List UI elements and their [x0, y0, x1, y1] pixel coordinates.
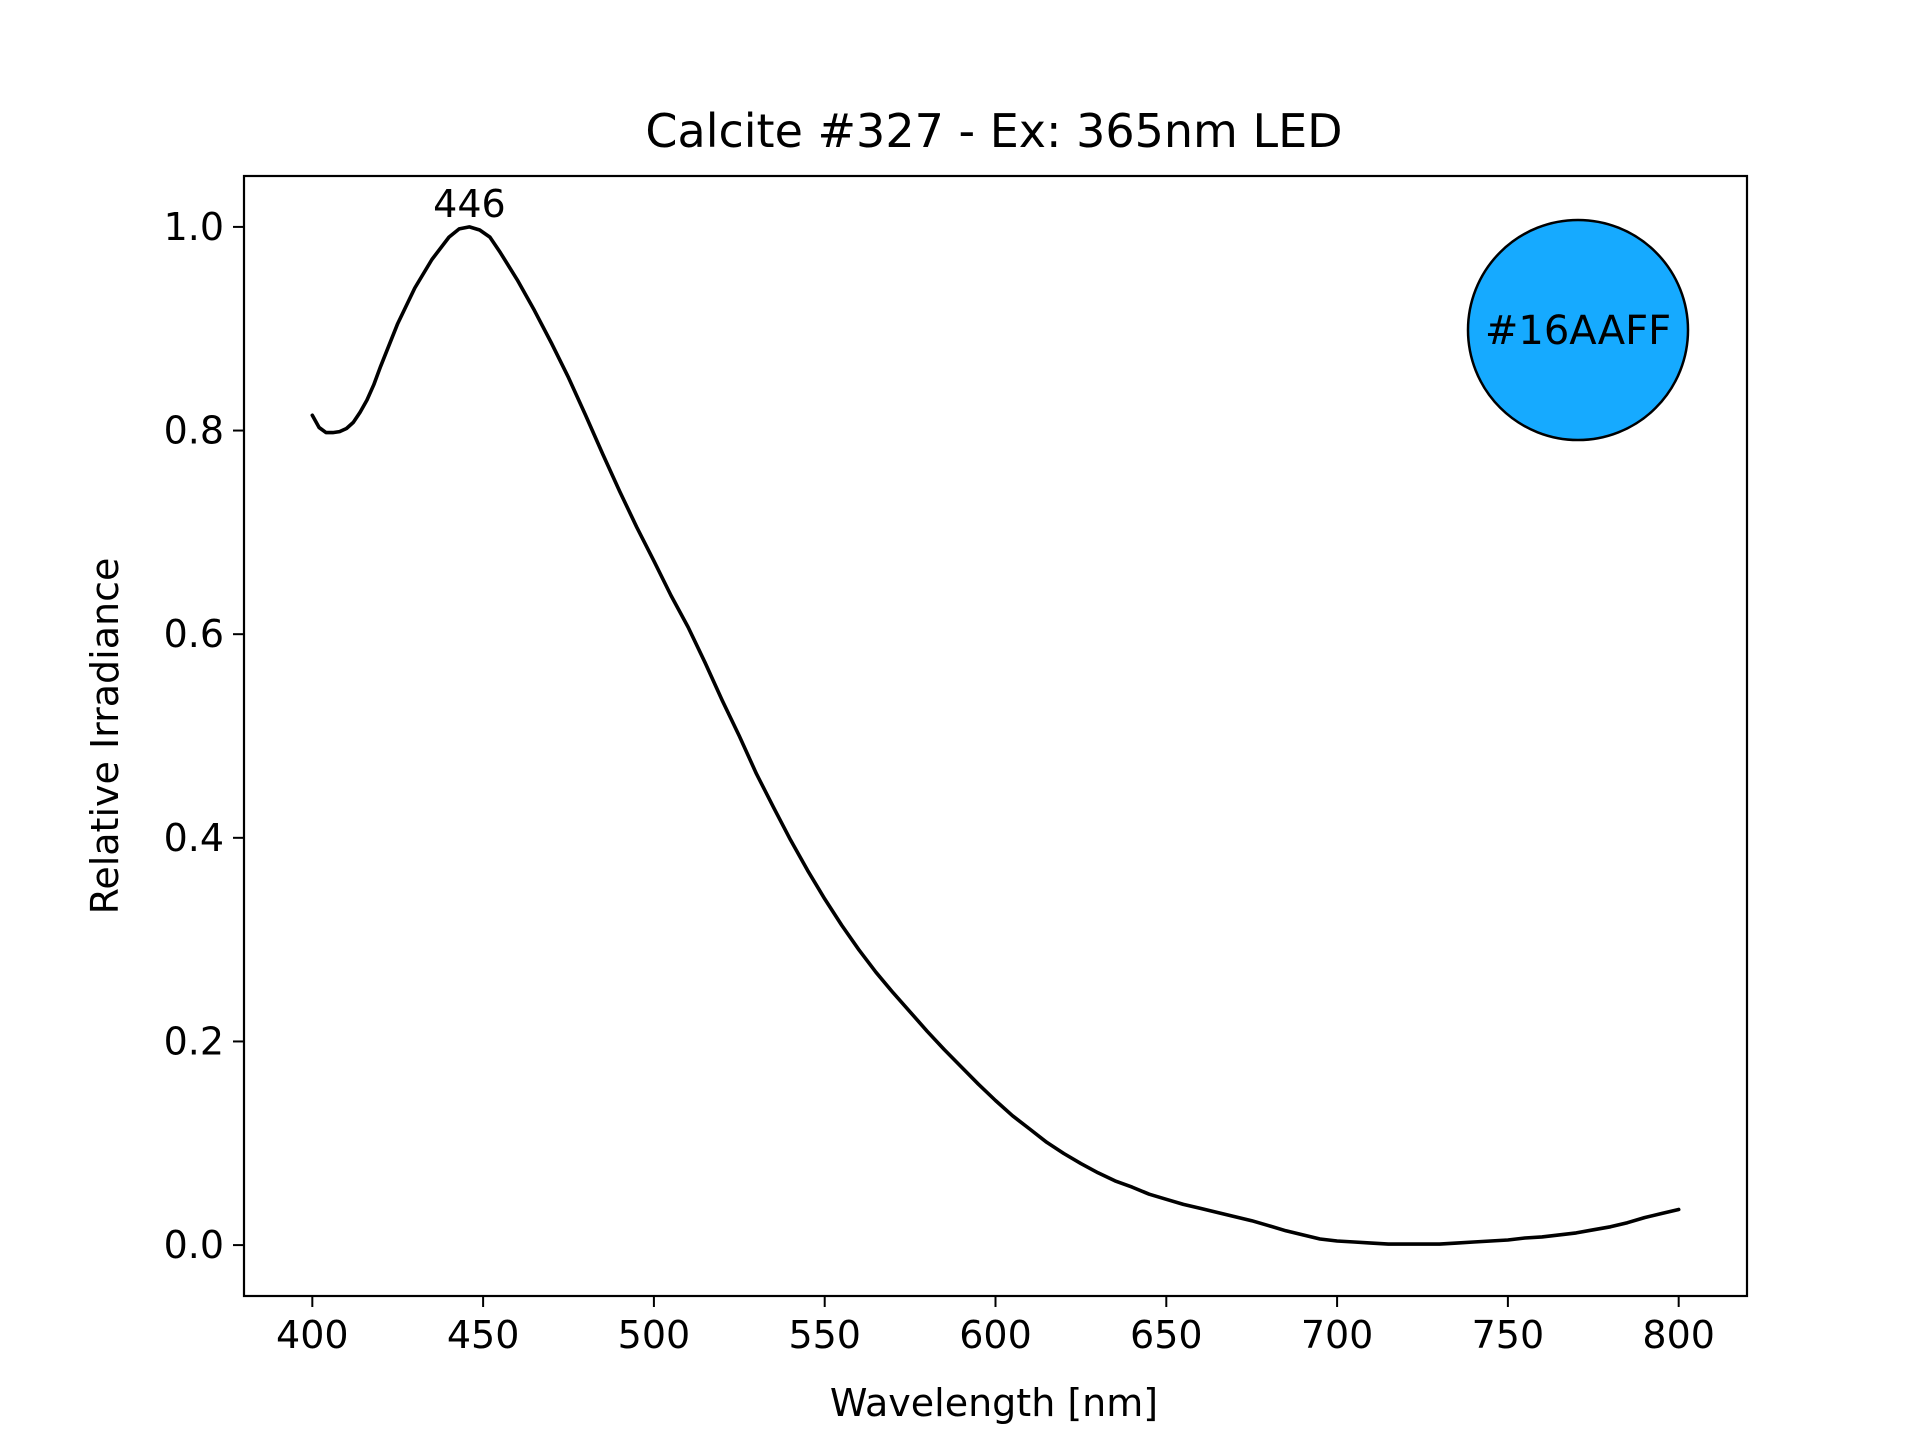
y-tick-label: 1.0 [164, 205, 224, 249]
x-tick-label: 650 [1130, 1313, 1203, 1357]
y-axis-label: Relative Irradiance [83, 558, 127, 915]
x-tick-label: 500 [618, 1313, 691, 1357]
color-swatch-circle [1466, 218, 1690, 442]
chart-title: Calcite #327 - Ex: 365nm LED [645, 104, 1342, 158]
y-axis-ticks: 0.0 0.2 0.4 0.6 0.8 1.0 [164, 205, 244, 1267]
x-tick-label: 400 [276, 1313, 349, 1357]
color-swatch-label: #16AAFF [1485, 308, 1671, 354]
x-tick-label: 700 [1301, 1313, 1374, 1357]
x-axis-ticks: 400 450 500 550 600 650 700 750 800 [276, 1296, 1715, 1357]
x-tick-label: 550 [788, 1313, 861, 1357]
series-line [310, 225, 1681, 1246]
y-tick-label: 0.8 [164, 409, 224, 453]
y-tick-label: 0.2 [164, 1019, 224, 1063]
x-tick-label: 800 [1642, 1313, 1715, 1357]
y-tick-label: 0.6 [164, 612, 224, 656]
peak-annotation: 446 [433, 182, 506, 226]
y-tick-label: 0.0 [164, 1223, 224, 1267]
x-tick-label: 600 [959, 1313, 1032, 1357]
color-swatch: #16AAFF [1466, 218, 1690, 442]
x-axis-label: Wavelength [nm] [830, 1381, 1158, 1425]
x-tick-label: 750 [1472, 1313, 1545, 1357]
plot-frame [242, 174, 1749, 1298]
x-tick-label: 450 [447, 1313, 520, 1357]
y-tick-label: 0.4 [164, 816, 224, 860]
